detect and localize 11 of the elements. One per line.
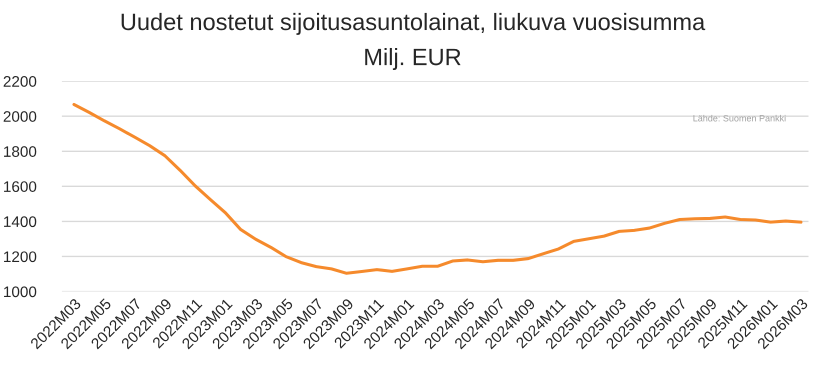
annotation: Lähde: Suomen Pankki [693, 114, 786, 122]
y-tick-label: 1000 [4, 286, 36, 298]
chart-title: Uudet nostetut sijoitusasuntolainat, liukuva vuosisumma [122, 12, 706, 35]
y-tick-label: 1400 [4, 216, 36, 228]
y-tick-label: 2200 [4, 76, 36, 87]
chart-subtitle: Milj. EUR [365, 48, 461, 70]
line-series [72, 102, 802, 275]
y-tick-label: 1800 [4, 146, 36, 157]
y-tick-label: 1600 [4, 181, 36, 192]
y-tick-label: 1200 [4, 251, 36, 262]
y-tick-label: 2000 [4, 111, 36, 122]
